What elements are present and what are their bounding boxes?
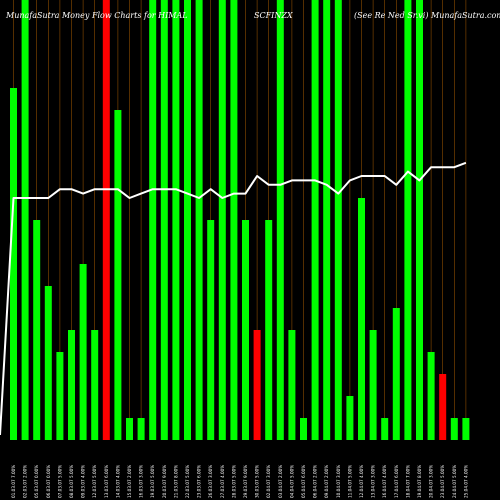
x-tick-label: 24.04.07 5.00%: [452, 465, 457, 498]
x-tick-label: 04.04.07 5.00%: [289, 465, 294, 498]
x-tick-label: 05.03.07 0.00%: [34, 465, 39, 498]
bar-up: [323, 0, 331, 440]
x-tick-labels: 01.03.07 7.00% 02.03.07 2.00% 05.03.07 0.0…: [11, 465, 468, 498]
bar-up: [230, 0, 238, 440]
x-tick-label: 18.04.07 7.00%: [405, 465, 410, 498]
bar-up: [207, 220, 215, 440]
x-tick-label: 26.03.07 3.00%: [208, 465, 213, 498]
x-tick-label: 19.03.07 5.00%: [150, 465, 155, 498]
chart-source: (See Re Ned Sr.vi) MunafaSutra.com: [354, 11, 500, 20]
bar-up: [462, 418, 470, 440]
bar-up: [427, 352, 435, 440]
x-tick-label: 02.04.07 3.00%: [266, 465, 271, 498]
x-tick-label: 22.03.07 5.00%: [185, 465, 190, 498]
bar-down: [102, 0, 110, 440]
bars: [10, 0, 470, 440]
bar-up: [44, 286, 52, 440]
bar-up: [56, 352, 64, 440]
x-tick-label: 11.04.07 5.00%: [347, 465, 352, 498]
bar-up: [288, 330, 296, 440]
x-tick-label: 17.04.07 6.00%: [394, 465, 399, 498]
x-tick-label: 14.03.07 4.00%: [115, 465, 120, 498]
bar-up: [334, 0, 342, 440]
bar-up: [346, 396, 354, 440]
money-flow-line: [0, 161, 467, 436]
bar-up: [242, 220, 249, 440]
bar-up: [416, 0, 423, 440]
bar-up: [21, 0, 29, 440]
x-tick-label: 28.03.07 5.00%: [231, 465, 236, 498]
bar-up: [10, 88, 17, 440]
bar-up: [160, 0, 168, 440]
bar-down: [439, 374, 447, 440]
x-tick-label: 05.04.07 6.00%: [301, 465, 306, 498]
bar-down: [253, 330, 261, 440]
x-tick-label: 29.03.07 9.00%: [243, 465, 248, 498]
bar-up: [276, 0, 284, 440]
x-tick-label: 06.04.07 2.00%: [313, 465, 318, 498]
x-tick-label: 20.03.07 9.00%: [162, 465, 167, 498]
bar-up: [91, 330, 99, 440]
bar-up: [450, 418, 458, 440]
bar-up: [184, 0, 191, 440]
x-tick-label: 09.03.07 4.00%: [81, 465, 86, 498]
x-tick-label: 23.04.07 5.00%: [440, 465, 445, 498]
x-tick-label: 20.04.07 3.00%: [429, 465, 434, 498]
bar-up: [137, 418, 145, 440]
bar-up: [218, 0, 226, 440]
x-tick-label: 21.03.07 8.00%: [173, 465, 178, 498]
bar-up: [265, 220, 273, 440]
bar-up: [149, 0, 157, 440]
x-tick-label: 12.04.07 4.00%: [359, 465, 364, 498]
chart-symbol: SCFINZX: [254, 11, 293, 20]
bar-up: [195, 0, 203, 440]
bar-up: [311, 0, 319, 440]
bar-up: [126, 418, 133, 440]
money-flow-line-path: [0, 161, 467, 436]
bar-up: [369, 330, 377, 440]
x-tick-label: 27.03.07 4.00%: [220, 465, 225, 498]
x-tick-label: 12.03.07 5.00%: [92, 465, 97, 498]
bar-up: [404, 0, 412, 440]
chart-title: MunafaSutra Money Flow Charts for HIMAL: [6, 11, 188, 20]
x-tick-label: 07.03.07 5.00%: [57, 465, 62, 498]
x-tick-label: 16.03.07 3.00%: [139, 465, 144, 498]
bar-up: [358, 198, 365, 440]
x-tick-label: 16.04.07 4.00%: [382, 465, 387, 498]
x-tick-label: 03.04.07 2.00%: [278, 465, 283, 498]
bar-up: [392, 308, 400, 440]
x-tick-label: 08.03.07 5.00%: [69, 465, 74, 498]
x-tick-label: 02.03.07 2.00%: [23, 465, 28, 498]
x-tick-label: 13.03.07 6.00%: [104, 465, 109, 498]
x-tick-label: 23.03.07 6.00%: [197, 465, 202, 498]
bar-up: [114, 110, 122, 440]
x-tick-label: 10.04.07 3.00%: [336, 465, 341, 498]
bar-up: [381, 418, 389, 440]
x-tick-label: 25.04.07 4.00%: [463, 465, 468, 498]
x-tick-label: 30.03.07 5.00%: [255, 465, 260, 498]
bar-up: [33, 220, 41, 440]
bar-up: [68, 330, 75, 440]
x-tick-label: 01.03.07 7.00%: [11, 465, 16, 498]
x-tick-label: 09.04.07 2.00%: [324, 465, 329, 498]
x-tick-label: 19.04.07 8.00%: [417, 465, 422, 498]
x-tick-label: 15.03.07 2.00%: [127, 465, 132, 498]
bar-up: [79, 264, 87, 440]
x-tick-label: 06.03.07 0.00%: [46, 465, 51, 498]
bar-up: [300, 418, 307, 440]
bar-up: [172, 0, 180, 440]
x-tick-label: 13.04.07 3.00%: [371, 465, 376, 498]
